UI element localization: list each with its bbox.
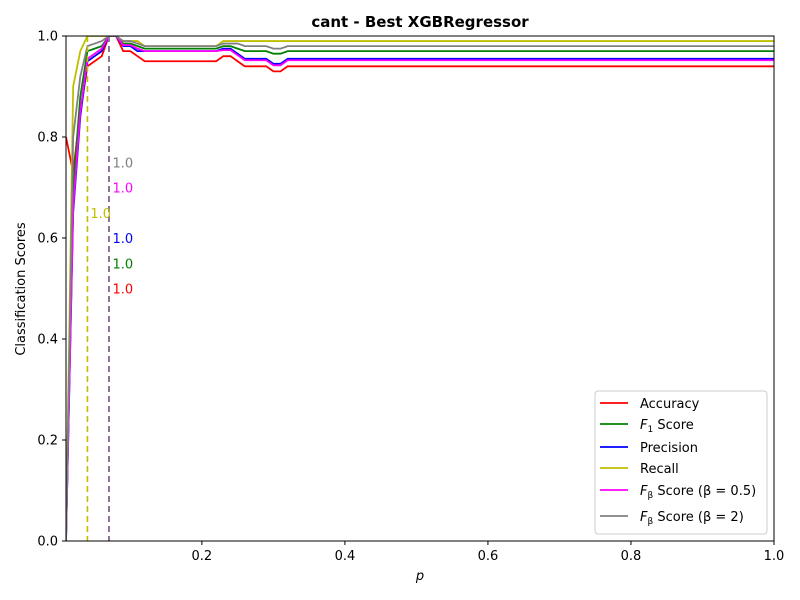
plot-clip-group	[66, 36, 774, 541]
plot-area	[66, 36, 774, 541]
legend-label-2: Precision	[640, 441, 698, 456]
x-axis-label: p	[415, 569, 424, 584]
series-line-1	[66, 36, 774, 541]
annotation-label-3: 1.0	[112, 232, 133, 247]
legend-box	[594, 390, 768, 535]
y-tick-label: 0.2	[37, 434, 58, 449]
annotation-label-4: 1.0	[112, 257, 133, 272]
y-tick-label: 0.4	[37, 333, 58, 348]
annotation-label-1: 1.0	[112, 182, 133, 197]
legend-label-1: F1 Score	[640, 418, 694, 435]
y-tick-label: 0.8	[37, 131, 58, 146]
series-line-0	[66, 36, 774, 173]
annotation-label-5: 1.0	[112, 283, 133, 298]
annotation-label-2: 1.0	[90, 207, 111, 222]
x-tick-label: 0.6	[478, 549, 499, 564]
legend-label-0: Accuracy	[640, 397, 700, 412]
legend-label-5: Fβ Score (β = 2)	[640, 510, 744, 527]
axes-frame	[65, 35, 775, 542]
y-axis: 0.0 0.2 0.4 0.6 0.8 1.0	[37, 30, 66, 550]
x-tick-label: 0.8	[621, 549, 642, 564]
x-tick-label: 1.0	[764, 549, 785, 564]
y-tick-label: 1.0	[37, 30, 58, 45]
annotation-label-0: 1.0	[112, 156, 133, 171]
legend-label-4: Fβ Score (β = 0.5)	[640, 484, 756, 501]
x-axis: 0.2 0.4 0.6 0.8 1.0	[192, 541, 785, 564]
x-tick-label: 0.2	[192, 549, 213, 564]
series-line-4	[66, 36, 774, 541]
y-tick-label: 0.0	[37, 535, 58, 550]
legend: Accuracy F1 Score Precision Recall Fβ Score …	[594, 390, 768, 535]
x-tick-label: 0.4	[335, 549, 356, 564]
y-axis-label: Classification Scores	[14, 222, 29, 356]
legend-label-3: Recall	[640, 462, 679, 477]
series-line-5	[66, 36, 774, 541]
chart-title: cant - Best XGBRegressor	[311, 13, 529, 31]
annotations: 1.01.01.01.01.01.0	[90, 156, 133, 297]
y-tick-label: 0.6	[37, 232, 58, 247]
